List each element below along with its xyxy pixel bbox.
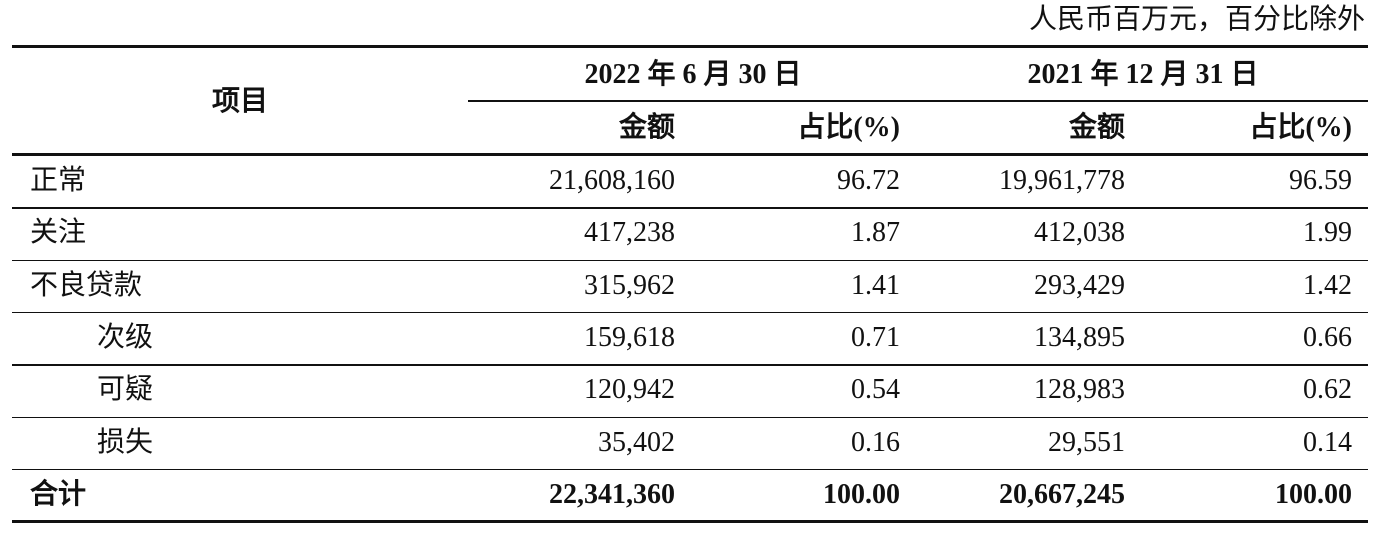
row-rule bbox=[12, 259, 1368, 262]
row-label: 不良贷款 bbox=[30, 269, 143, 301]
share-cell: 0.54 bbox=[851, 374, 900, 406]
amount-cell: 159,618 bbox=[584, 322, 675, 354]
amount-cell: 134,895 bbox=[1034, 322, 1125, 354]
amount-cell: 35,402 bbox=[598, 426, 675, 458]
row-label: 次级 bbox=[97, 322, 154, 354]
header-period: 2021 年 12 月 31 日 bbox=[1027, 59, 1259, 90]
share-cell: 96.72 bbox=[837, 165, 900, 197]
row-label: 正常 bbox=[30, 165, 87, 197]
share-cell: 100.00 bbox=[1275, 478, 1352, 510]
header-amount: 金额 bbox=[618, 112, 675, 143]
amount-cell: 120,942 bbox=[584, 374, 675, 406]
amount-cell: 128,983 bbox=[1034, 374, 1125, 406]
header-subrule bbox=[468, 100, 1368, 102]
amount-cell: 22,341,360 bbox=[549, 478, 675, 510]
header-amount: 金额 bbox=[1068, 112, 1125, 143]
row-rule bbox=[12, 468, 1368, 471]
row-rule bbox=[12, 207, 1368, 209]
row-label: 关注 bbox=[30, 217, 87, 249]
row-label: 合计 bbox=[30, 478, 87, 510]
row-rule bbox=[12, 364, 1368, 366]
header-share: 占比(%) bbox=[797, 112, 900, 143]
header-item: 项目 bbox=[211, 86, 268, 117]
share-cell: 1.99 bbox=[1303, 217, 1352, 249]
row-label: 可疑 bbox=[97, 374, 154, 406]
unit-note: 人民币百万元，百分比除外 bbox=[1028, 4, 1365, 35]
amount-cell: 315,962 bbox=[584, 269, 675, 301]
header-period: 2022 年 6 月 30 日 bbox=[584, 59, 802, 90]
amount-cell: 293,429 bbox=[1034, 269, 1125, 301]
share-cell: 0.66 bbox=[1303, 322, 1352, 354]
share-cell: 0.14 bbox=[1303, 426, 1352, 458]
amount-cell: 412,038 bbox=[1034, 217, 1125, 249]
share-cell: 1.41 bbox=[851, 269, 900, 301]
top-rule bbox=[12, 45, 1368, 48]
bottom-rule bbox=[12, 520, 1368, 523]
share-cell: 0.16 bbox=[851, 426, 900, 458]
share-cell: 0.62 bbox=[1303, 374, 1352, 406]
share-cell: 1.87 bbox=[851, 217, 900, 249]
row-rule bbox=[12, 311, 1368, 314]
header-rule bbox=[12, 153, 1368, 156]
share-cell: 100.00 bbox=[823, 478, 900, 510]
amount-cell: 417,238 bbox=[584, 217, 675, 249]
header-share: 占比(%) bbox=[1249, 112, 1352, 143]
amount-cell: 19,961,778 bbox=[999, 165, 1125, 197]
row-rule bbox=[12, 416, 1368, 418]
amount-cell: 20,667,245 bbox=[999, 478, 1125, 510]
amount-cell: 29,551 bbox=[1048, 426, 1125, 458]
amount-cell: 21,608,160 bbox=[549, 165, 675, 197]
row-label: 损失 bbox=[97, 426, 154, 458]
share-cell: 96.59 bbox=[1289, 165, 1352, 197]
share-cell: 0.71 bbox=[851, 322, 900, 354]
share-cell: 1.42 bbox=[1303, 269, 1352, 301]
